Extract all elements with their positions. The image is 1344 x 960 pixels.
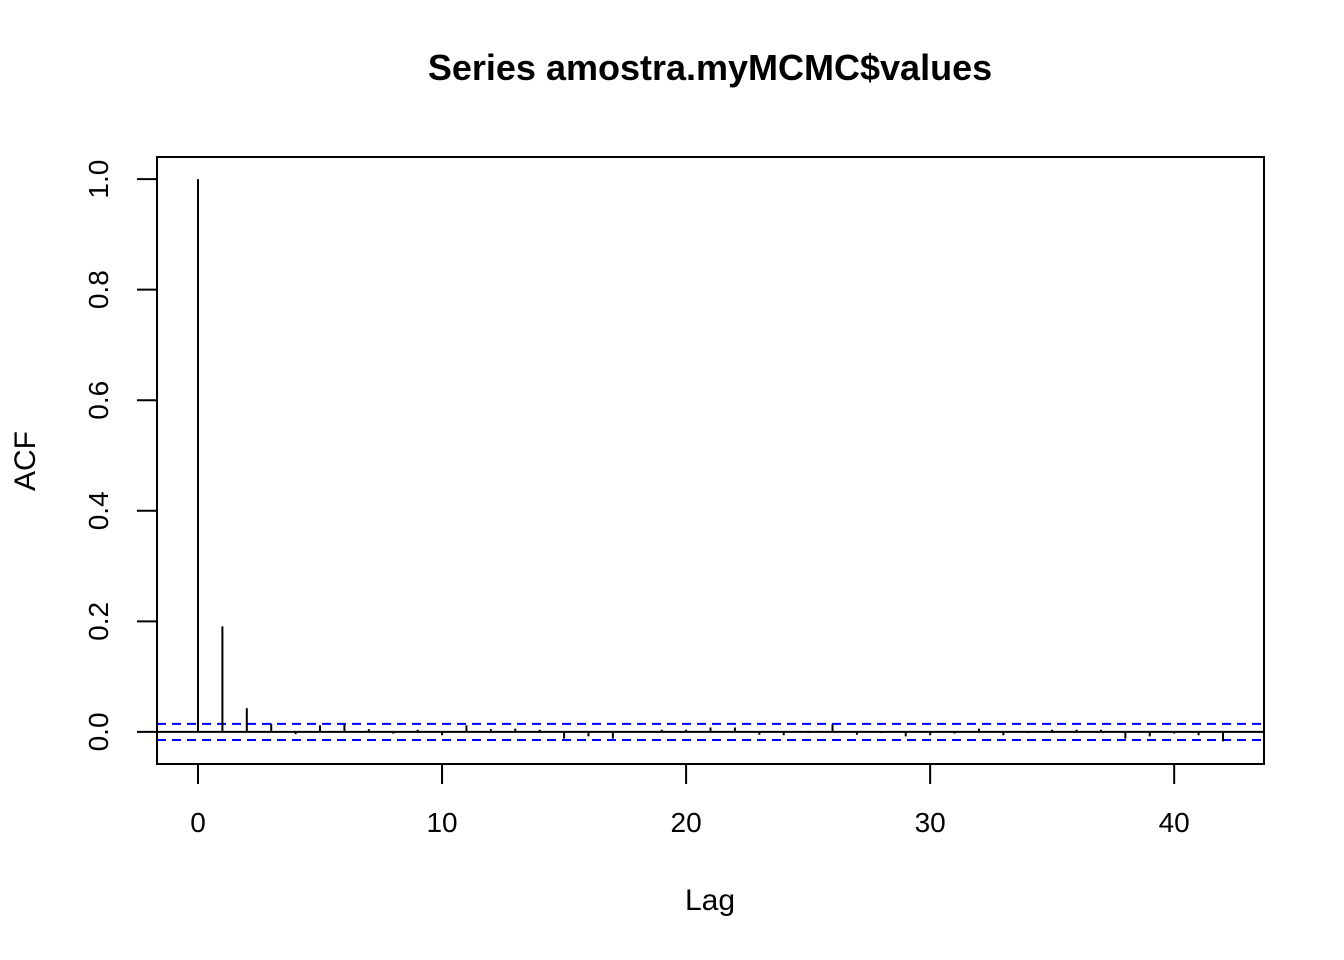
plot-area: 0 10 20 30 40 0.0 0.2 0.4 0.6 0.8 1.0 [83,156,1265,838]
y-tick-label: 0.4 [83,491,114,530]
x-tick-label: 20 [671,807,702,838]
chart-title: Series amostra.myMCMC$values [428,47,992,88]
x-axis-label: Lag [685,884,735,917]
x-tick-label: 40 [1159,807,1190,838]
x-tick-label: 0 [190,807,206,838]
x-tick-label: 10 [426,807,457,838]
plot-frame [156,156,1265,765]
y-tick-label: 1.0 [83,160,114,199]
y-axis-label: ACF [9,431,42,491]
y-tick-label: 0.8 [83,270,114,309]
y-tick-label: 0.2 [83,602,114,641]
x-tick-label: 30 [915,807,946,838]
y-tick-label: 0.0 [83,712,114,751]
y-tick-label: 0.6 [83,381,114,420]
